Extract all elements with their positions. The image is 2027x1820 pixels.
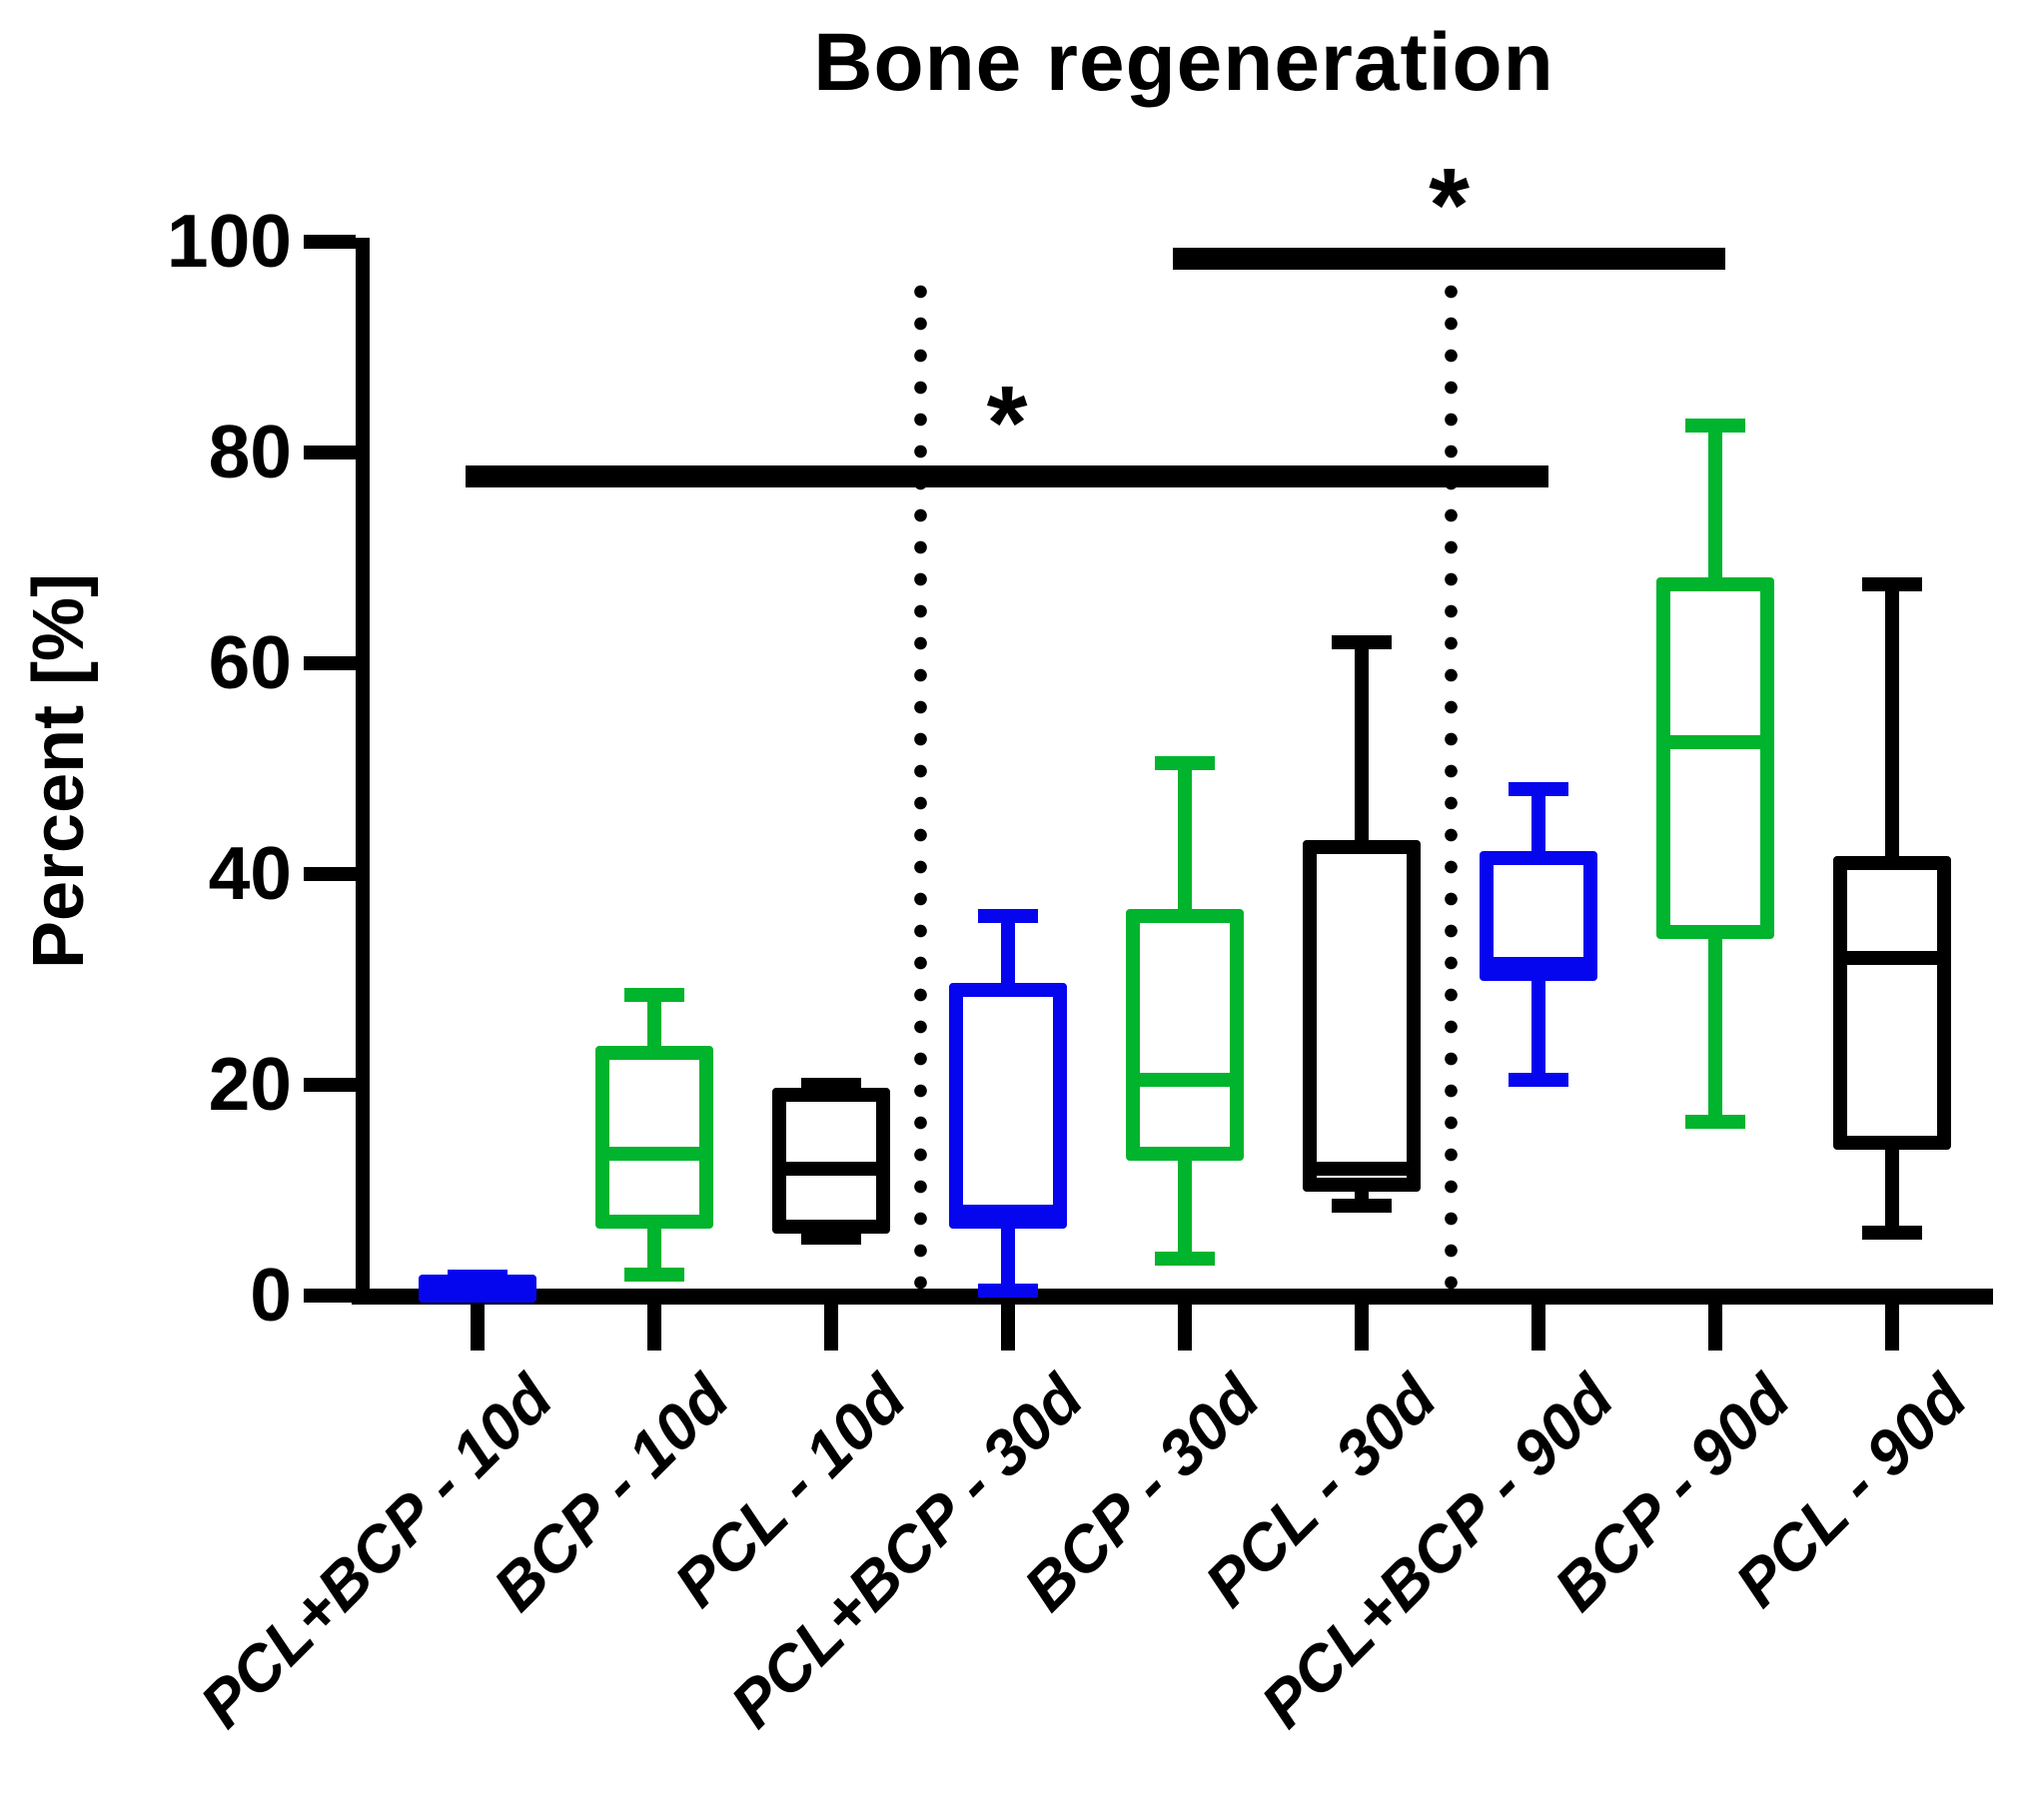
x-tick-mark [1355,1305,1369,1351]
median-line [1480,956,1597,971]
box-iqr [1656,576,1774,939]
whisker-upper-line [1531,789,1545,859]
whisker-lower-line [1001,1222,1015,1291]
whisker-lower-line [1708,931,1722,1122]
whisker-upper-cap [1155,756,1215,771]
y-tick-mark [304,234,356,249]
x-tick-mark [471,1305,485,1351]
x-tick-mark [647,1305,661,1351]
whisker-lower-cap [1509,1072,1568,1087]
y-tick-label: 40 [208,830,292,915]
whisker-lower-cap [624,1267,684,1282]
box-iqr [949,982,1067,1230]
chart-title: Bone regeneration [813,17,1554,108]
whisker-lower-line [1178,1153,1192,1260]
whisker-lower-cap [1685,1114,1745,1129]
y-tick-label: 60 [208,619,292,704]
whisker-upper-line [1001,916,1015,990]
whisker-lower-cap [1332,1199,1392,1214]
whisker-lower-line [1531,974,1545,1080]
whisker-upper-cap [1509,782,1568,797]
x-axis-line [352,1289,1993,1305]
whisker-lower-cap [801,1230,861,1245]
whisker-upper-line [647,995,661,1054]
y-tick-mark [304,655,356,670]
box-iqr [1833,856,1951,1150]
group-separator-dotted-line [1444,282,1458,1299]
y-tick-label: 80 [208,409,292,493]
whisker-lower-cap [1155,1252,1215,1267]
y-tick-label: 100 [166,198,292,283]
whisker-upper-cap [978,909,1038,924]
x-tick-mark [1001,1305,1015,1351]
whisker-upper-cap [1332,634,1392,649]
whisker-upper-line [1885,583,1899,864]
group-separator-dotted-line [913,282,927,1299]
median-line [772,1162,890,1177]
y-tick-label: 0 [250,1253,292,1337]
median-line [1656,734,1774,749]
median-line [949,1204,1067,1219]
whisker-lower-line [1885,1142,1899,1233]
x-tick-mark [824,1305,838,1351]
x-tick-mark [1178,1305,1192,1351]
whisker-upper-line [1708,426,1722,584]
significance-bar [1173,247,1725,270]
median-line [419,1280,536,1295]
box-iqr [772,1088,890,1235]
whisker-lower-cap [978,1283,1038,1298]
x-tick-mark [1885,1305,1899,1351]
y-tick-mark [304,445,356,459]
median-line [595,1146,713,1161]
median-line [1833,951,1951,966]
whisker-upper-cap [801,1077,861,1092]
x-tick-mark [1708,1305,1722,1351]
y-tick-label: 20 [208,1041,292,1126]
whisker-upper-cap [624,988,684,1003]
median-line [1303,1162,1421,1177]
y-tick-mark [304,866,356,881]
y-tick-mark [304,1077,356,1092]
whisker-lower-cap [1862,1225,1922,1240]
whisker-upper-line [1178,763,1192,917]
median-line [1126,1072,1244,1087]
whisker-upper-line [1355,641,1369,848]
box-iqr [1303,840,1421,1193]
significance-asterisk: * [986,365,1028,482]
y-axis-title: Percent [%] [19,572,99,970]
whisker-lower-line [647,1222,661,1275]
box-iqr [1126,909,1244,1161]
whisker-upper-cap [1862,576,1922,591]
x-tick-mark [1531,1305,1545,1351]
y-tick-mark [304,1289,356,1303]
significance-asterisk: * [1429,146,1470,264]
y-axis-line [356,238,370,1305]
box-iqr [595,1046,713,1230]
whisker-upper-cap [1685,419,1745,434]
significance-bar [466,465,1548,488]
